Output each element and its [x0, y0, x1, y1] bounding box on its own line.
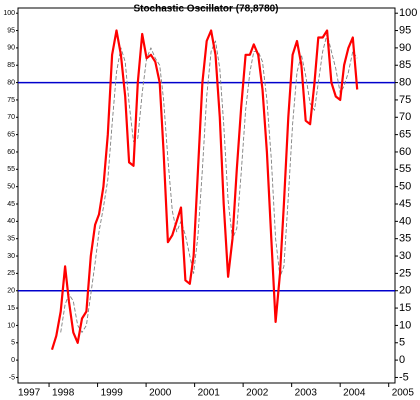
x-tick-label: 2005 — [392, 388, 415, 399]
y-tick-label-left: 100 — [3, 10, 15, 17]
y-tick-label: 5 — [399, 337, 405, 349]
y-tick-label-left: 35 — [7, 236, 15, 243]
plot-frame — [17, 7, 396, 384]
y-tick-label-left: 0 — [11, 357, 15, 364]
series-line — [50, 29, 359, 351]
x-tick-label: 1997 — [18, 388, 41, 399]
y-tick-label: 65 — [399, 129, 411, 141]
y-tick-label: 40 — [399, 215, 411, 227]
x-tick-label: 2002 — [246, 388, 269, 399]
y-tick-label: 85 — [399, 59, 411, 71]
y-tick-label-left: 60 — [7, 149, 15, 156]
x-tick-label: 1998 — [52, 388, 75, 399]
y-tick-label: 100 — [399, 7, 417, 19]
y-tick-label-left: 55 — [7, 166, 15, 173]
y-tick-label-left: 20 — [7, 288, 15, 295]
y-tick-label-left: 75 — [7, 97, 15, 104]
x-tick-label: 1999 — [101, 388, 124, 399]
y-tick-label-left: 85 — [7, 62, 15, 69]
y-tick-label-left: 95 — [7, 27, 15, 34]
chart-title: Stochastic Oscillator (78,8780) — [133, 4, 278, 15]
y-tick-label: 0 — [399, 354, 405, 366]
y-tick-label: 25 — [399, 267, 411, 279]
y-tick-label-left: 90 — [7, 45, 15, 52]
y-tick-label: 95 — [399, 24, 411, 36]
y-tick-label: 35 — [399, 233, 411, 245]
y-tick-label-left: 15 — [7, 305, 15, 312]
y-tick-label: 60 — [399, 146, 411, 158]
y-tick-label: 90 — [399, 42, 411, 54]
y-tick-label: 30 — [399, 250, 411, 262]
y-tick-label-left: 25 — [7, 270, 15, 277]
y-tick-label: 50 — [399, 181, 411, 193]
y-tick-label-left: 65 — [7, 131, 15, 138]
y-tick-label-left: 10 — [7, 322, 15, 329]
y-tick-label: 15 — [399, 302, 411, 314]
x-tick-label: 2001 — [198, 388, 221, 399]
y-tick-label: 80 — [399, 76, 411, 88]
y-tick-label-left: 40 — [7, 218, 15, 225]
y-tick-label-left: 70 — [7, 114, 15, 121]
y-tick-label: 70 — [399, 111, 411, 123]
y-tick-label-left: 45 — [7, 201, 15, 208]
x-tick-label: 2004 — [343, 388, 366, 399]
y-tick-label-left: -5 — [9, 374, 15, 381]
y-tick-label: 10 — [399, 319, 411, 331]
y-tick-label: 55 — [399, 163, 411, 175]
y-tick-label: -5 — [399, 371, 409, 383]
y-tick-label: 45 — [399, 198, 411, 210]
x-tick-label: 2003 — [295, 388, 318, 399]
x-tick-label: 2000 — [149, 388, 172, 399]
y-tick-label-left: 5 — [11, 340, 15, 347]
y-tick-label-left: 80 — [7, 79, 15, 86]
y-tick-label: 20 — [399, 285, 411, 297]
y-tick-label-left: 30 — [7, 253, 15, 260]
y-tick-label-left: 50 — [7, 183, 15, 190]
y-tick-label: 75 — [399, 94, 411, 106]
series-line — [60, 33, 358, 333]
